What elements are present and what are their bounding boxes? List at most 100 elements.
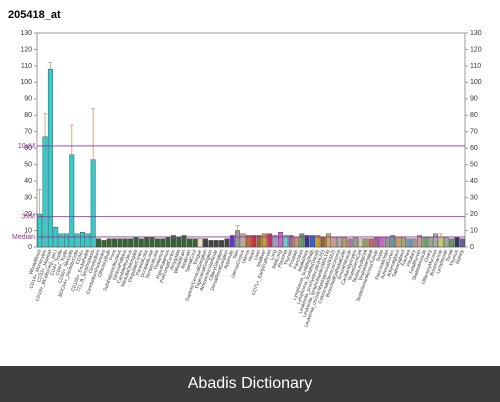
bar <box>106 238 112 248</box>
bar <box>374 236 380 248</box>
bar <box>117 238 123 248</box>
y-tick-label: 110 <box>21 63 32 70</box>
y2-tick-label: 110 <box>470 63 481 70</box>
x-tick-label: fetalliver <box>256 249 268 268</box>
bar <box>208 240 214 248</box>
bar <box>368 238 374 248</box>
x-tick-label: Lung <box>269 249 278 261</box>
bar <box>229 235 235 248</box>
bar <box>240 233 246 248</box>
y-tick-label: 10 <box>24 227 32 234</box>
x-tick-label: Thymus <box>449 249 461 268</box>
bar <box>326 233 332 248</box>
y2-tick-label: 40 <box>470 178 478 185</box>
reference-label: 10xM <box>18 143 35 150</box>
bar <box>138 238 144 248</box>
y2-tick-label: 100 <box>470 79 482 86</box>
x-tick-label: Pons <box>108 249 118 262</box>
bar <box>283 235 289 248</box>
y-tick-label: 30 <box>24 194 32 201</box>
bar <box>320 236 326 248</box>
bar <box>406 238 412 248</box>
bar <box>443 236 449 248</box>
bar <box>42 136 48 248</box>
x-tick-label: CD34+ <box>75 249 86 265</box>
bar <box>299 233 305 248</box>
bar <box>235 230 241 248</box>
bar <box>347 238 353 248</box>
y2-tick-label: 0 <box>470 244 474 251</box>
bar <box>165 236 171 248</box>
x-tick-label: Skin <box>232 249 241 260</box>
bar <box>170 235 176 248</box>
bar <box>277 231 283 248</box>
x-tick-label: Uterus <box>241 249 252 265</box>
bar <box>203 238 208 248</box>
reference-label: Median <box>12 234 35 241</box>
bar <box>261 233 267 248</box>
footer-bar <box>0 366 500 402</box>
y2-tick-label: 90 <box>470 96 478 103</box>
y2-tick-label: 50 <box>470 162 478 169</box>
reference-label: 3xM <box>22 214 35 221</box>
x-tick-label: Tongue <box>192 249 203 266</box>
bar <box>363 238 369 248</box>
x-tick-label: Pituitary <box>406 248 418 267</box>
bar <box>101 240 107 248</box>
bar <box>112 238 118 248</box>
bar <box>69 154 75 248</box>
y2-tick-label: 20 <box>470 211 478 218</box>
x-tick-label: Liver <box>253 249 262 261</box>
footer-text: Abadis Dictionary <box>188 375 313 392</box>
x-tick-label: Testis <box>375 249 385 263</box>
bar <box>352 236 358 248</box>
bar <box>37 213 43 248</box>
bar <box>331 236 337 248</box>
bar <box>160 238 166 248</box>
y-tick-label: 40 <box>24 178 32 185</box>
bar <box>336 236 342 248</box>
x-tick-label: Thyroid <box>283 249 294 266</box>
y-tick-label: 80 <box>24 112 32 119</box>
x-tick-label: Prostate <box>288 249 300 268</box>
bar <box>288 235 294 248</box>
bar <box>47 69 53 248</box>
bar <box>417 235 422 248</box>
x-tick-label: Tonsil <box>445 249 455 263</box>
bar <box>90 159 96 248</box>
bar <box>379 236 385 248</box>
plot-frame <box>36 32 466 248</box>
bar <box>224 238 230 248</box>
bar <box>433 233 439 248</box>
y-tick-label: 20 <box>24 211 32 218</box>
bar <box>144 236 150 248</box>
y-tick-label: 60 <box>24 145 32 152</box>
bar <box>449 238 455 248</box>
bar <box>294 236 299 248</box>
bar <box>58 233 64 248</box>
bar <box>342 236 348 248</box>
y2-tick-label: 10 <box>470 227 478 234</box>
bar <box>427 236 433 248</box>
bar <box>133 236 139 248</box>
x-tick-label: Ovary <box>423 249 433 264</box>
bar <box>85 233 91 248</box>
y-tick-label: 50 <box>24 162 32 169</box>
bar <box>122 238 128 248</box>
bar <box>176 236 182 248</box>
bar <box>395 236 401 248</box>
bar <box>63 233 69 248</box>
x-tick-label: Trachea <box>400 249 412 268</box>
bar <box>304 235 310 248</box>
bar <box>219 240 225 248</box>
bar <box>74 233 80 248</box>
bar <box>438 236 444 248</box>
bar <box>181 235 187 248</box>
bar <box>267 233 273 248</box>
bar <box>197 238 203 248</box>
x-tick-label: Kidney <box>455 249 466 265</box>
bar <box>154 238 160 248</box>
bar <box>422 236 428 248</box>
